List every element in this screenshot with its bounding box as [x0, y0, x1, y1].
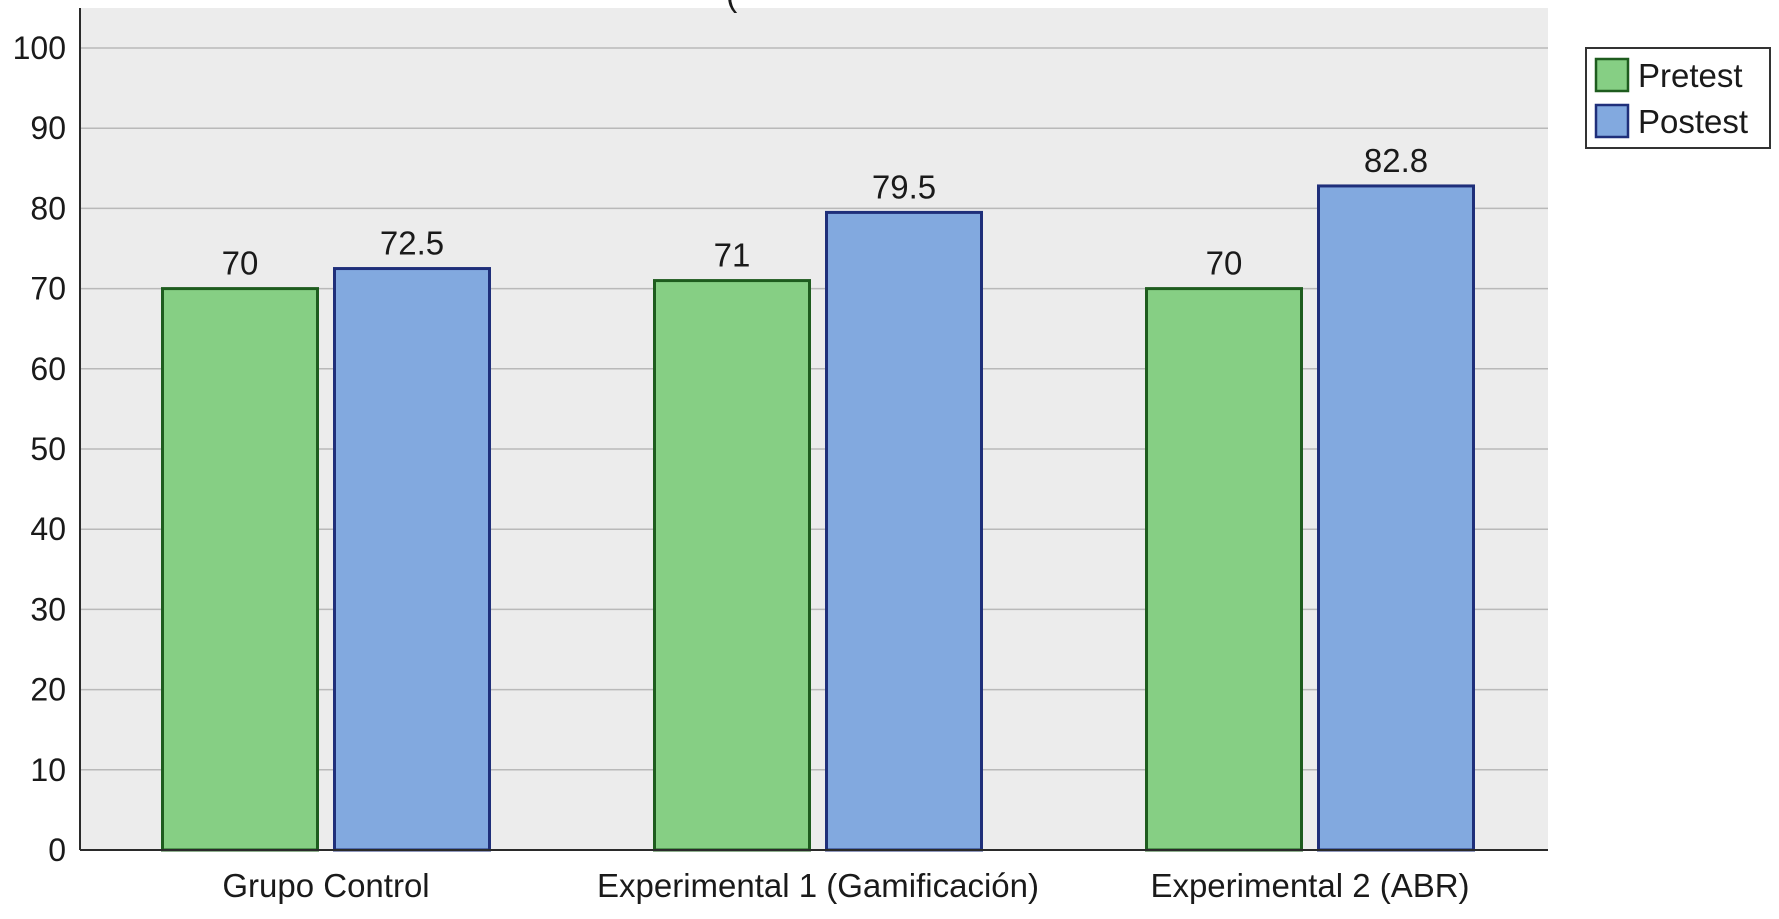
- plot-background: [80, 8, 1548, 850]
- y-tick-label: 40: [30, 511, 66, 547]
- y-tick-label: 50: [30, 431, 66, 467]
- y-tick-label: 80: [30, 190, 66, 226]
- legend-label-postest: Postest: [1638, 103, 1748, 140]
- data-label-postest-0: 72.5: [380, 225, 444, 262]
- bar-postest-2: [1317, 184, 1475, 852]
- legend: Pretest Postest: [1585, 47, 1771, 149]
- bar-pretest-1: [653, 279, 811, 852]
- y-tick-label: 90: [30, 110, 66, 146]
- legend-swatch-pretest: [1594, 57, 1630, 93]
- y-tick-label: 0: [48, 832, 66, 868]
- data-label-pretest-2: 70: [1206, 245, 1243, 282]
- bar-pretest-2: [1145, 287, 1303, 852]
- y-axis-ticks: 0 10 20 30 40 50 60 70 80 90 100: [13, 30, 66, 868]
- legend-label-pretest: Pretest: [1638, 57, 1743, 94]
- y-tick-label: 10: [30, 752, 66, 788]
- legend-swatch-postest: [1594, 103, 1630, 139]
- data-label-postest-1: 79.5: [872, 168, 936, 205]
- x-axis-categories: Grupo Control Experimental 1 (Gamificació…: [222, 867, 1469, 904]
- data-label-pretest-1: 71: [714, 237, 751, 274]
- x-category-label: Experimental 2 (ABR): [1150, 867, 1469, 904]
- data-label-postest-2: 82.8: [1364, 142, 1428, 179]
- y-tick-label: 20: [30, 672, 66, 708]
- data-label-pretest-0: 70: [222, 245, 259, 282]
- chart-title: (: [726, 0, 738, 14]
- y-tick-label: 70: [30, 271, 66, 307]
- y-tick-label: 30: [30, 591, 66, 627]
- y-tick-label: 100: [13, 30, 66, 66]
- gridlines: [80, 47, 1548, 771]
- bar-postest-1: [825, 210, 983, 852]
- bars: [161, 184, 1475, 852]
- x-category-label: Experimental 1 (Gamificación): [597, 867, 1039, 904]
- data-labels: 70 72.5 71 79.5 70 82.8: [222, 142, 1428, 282]
- bar-pretest-0: [161, 287, 319, 852]
- x-category-label: Grupo Control: [222, 867, 429, 904]
- y-tick-label: 60: [30, 351, 66, 387]
- bar-postest-0: [333, 267, 491, 852]
